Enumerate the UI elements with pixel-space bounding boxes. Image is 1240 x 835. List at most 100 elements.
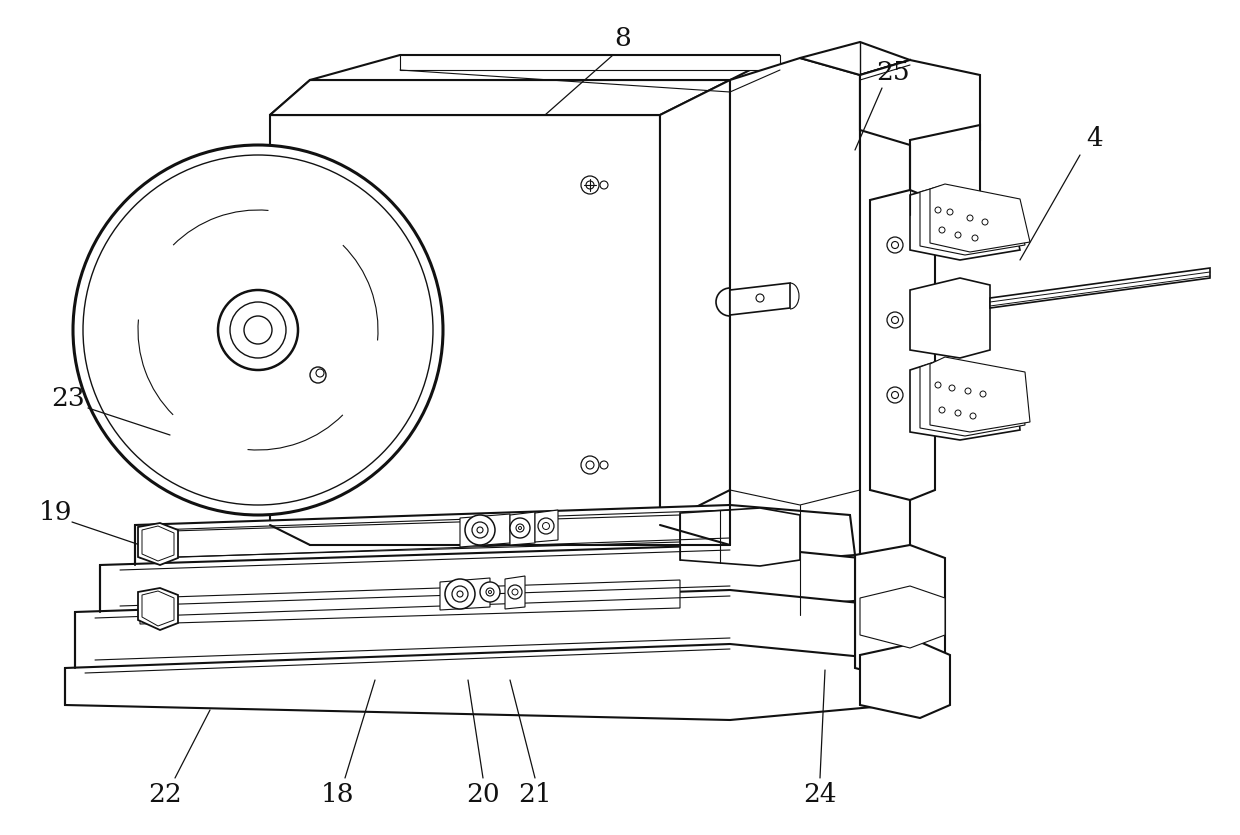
Text: 18: 18 xyxy=(321,782,355,807)
Polygon shape xyxy=(730,283,790,315)
Circle shape xyxy=(518,527,522,529)
Circle shape xyxy=(939,227,945,233)
Circle shape xyxy=(587,181,594,189)
Circle shape xyxy=(600,461,608,469)
Polygon shape xyxy=(143,591,174,626)
Circle shape xyxy=(982,219,988,225)
Polygon shape xyxy=(140,515,680,558)
Circle shape xyxy=(229,302,286,358)
Circle shape xyxy=(486,588,494,596)
Polygon shape xyxy=(401,55,780,70)
Circle shape xyxy=(83,155,433,505)
Text: 21: 21 xyxy=(518,782,552,807)
Circle shape xyxy=(892,241,899,249)
Circle shape xyxy=(756,294,764,302)
Circle shape xyxy=(465,515,495,545)
Circle shape xyxy=(316,369,324,377)
Circle shape xyxy=(939,407,945,413)
Polygon shape xyxy=(140,580,680,624)
Circle shape xyxy=(935,382,941,388)
Circle shape xyxy=(887,312,903,328)
Text: 4: 4 xyxy=(1086,125,1104,150)
Circle shape xyxy=(244,316,272,344)
Circle shape xyxy=(543,523,549,529)
Polygon shape xyxy=(510,512,534,545)
Polygon shape xyxy=(920,186,1025,255)
Polygon shape xyxy=(293,257,428,325)
Circle shape xyxy=(949,385,955,391)
Polygon shape xyxy=(730,58,861,615)
Polygon shape xyxy=(270,80,730,115)
Circle shape xyxy=(310,367,326,383)
Polygon shape xyxy=(990,268,1210,308)
Polygon shape xyxy=(861,60,910,615)
Polygon shape xyxy=(135,505,856,565)
Text: 20: 20 xyxy=(466,782,500,807)
Polygon shape xyxy=(505,576,525,609)
Text: 22: 22 xyxy=(148,782,182,807)
Polygon shape xyxy=(861,586,945,648)
Polygon shape xyxy=(89,335,223,403)
Circle shape xyxy=(970,413,976,419)
Text: 24: 24 xyxy=(804,782,837,807)
Polygon shape xyxy=(74,590,885,668)
Polygon shape xyxy=(143,526,174,561)
Polygon shape xyxy=(270,115,660,525)
Polygon shape xyxy=(920,360,1025,436)
Polygon shape xyxy=(270,80,730,115)
Polygon shape xyxy=(930,184,1030,252)
Text: 23: 23 xyxy=(51,386,84,411)
Polygon shape xyxy=(100,545,866,612)
Polygon shape xyxy=(660,80,730,525)
Circle shape xyxy=(967,215,973,221)
Polygon shape xyxy=(680,508,800,566)
Circle shape xyxy=(480,582,500,602)
Circle shape xyxy=(600,181,608,189)
Circle shape xyxy=(582,456,599,474)
Circle shape xyxy=(538,518,554,534)
Circle shape xyxy=(472,522,489,538)
Circle shape xyxy=(73,145,443,515)
Text: 19: 19 xyxy=(38,499,72,524)
Circle shape xyxy=(947,209,954,215)
Polygon shape xyxy=(856,545,945,682)
Circle shape xyxy=(218,290,298,370)
Text: 25: 25 xyxy=(877,59,910,84)
Circle shape xyxy=(965,388,971,394)
Circle shape xyxy=(955,410,961,416)
Polygon shape xyxy=(861,642,950,718)
Polygon shape xyxy=(910,278,990,358)
Circle shape xyxy=(955,232,961,238)
Circle shape xyxy=(453,586,467,602)
Circle shape xyxy=(887,387,903,403)
Circle shape xyxy=(887,237,903,253)
Circle shape xyxy=(587,461,594,469)
Polygon shape xyxy=(310,55,780,80)
Polygon shape xyxy=(910,362,1021,440)
Polygon shape xyxy=(930,357,1030,432)
Circle shape xyxy=(516,524,525,532)
Polygon shape xyxy=(138,588,179,630)
Polygon shape xyxy=(861,60,980,145)
Polygon shape xyxy=(440,578,490,610)
Polygon shape xyxy=(64,644,895,720)
Polygon shape xyxy=(910,125,980,215)
Polygon shape xyxy=(460,514,510,547)
Circle shape xyxy=(980,391,986,397)
Polygon shape xyxy=(910,188,1021,260)
Circle shape xyxy=(445,579,475,609)
Polygon shape xyxy=(138,523,179,565)
Circle shape xyxy=(892,392,899,398)
Polygon shape xyxy=(263,365,331,499)
Polygon shape xyxy=(870,190,935,500)
Circle shape xyxy=(510,518,529,538)
Circle shape xyxy=(489,590,491,594)
Polygon shape xyxy=(800,42,910,75)
Polygon shape xyxy=(185,161,253,296)
Circle shape xyxy=(582,176,599,194)
Circle shape xyxy=(508,585,522,599)
Polygon shape xyxy=(534,510,558,542)
Circle shape xyxy=(935,207,941,213)
Circle shape xyxy=(458,591,463,597)
Circle shape xyxy=(477,527,484,533)
